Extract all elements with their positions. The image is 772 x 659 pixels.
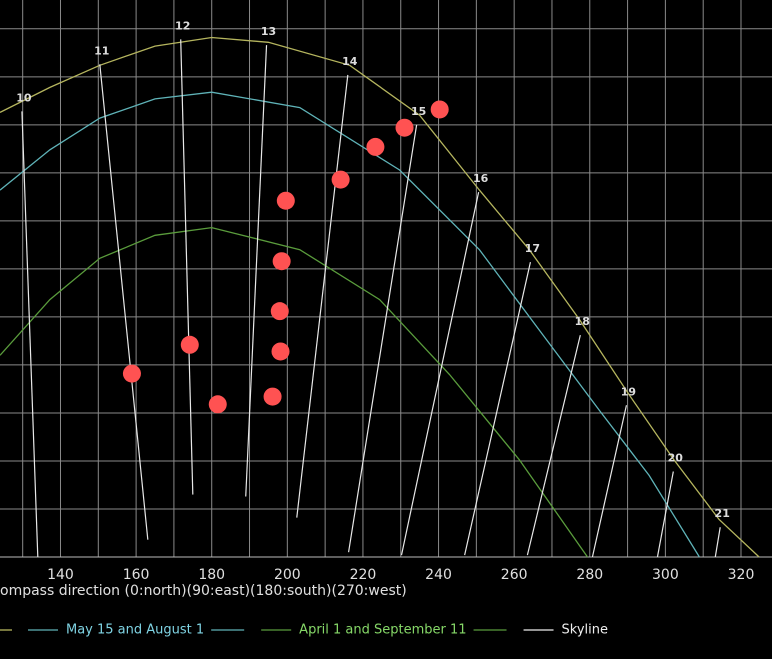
skyline-point xyxy=(366,137,385,156)
legend-label: Skyline xyxy=(562,623,608,638)
hour-line xyxy=(180,39,194,495)
x-tick-label: 260 xyxy=(501,567,528,583)
x-tick-label: 240 xyxy=(425,567,452,583)
hour-label: 13 xyxy=(261,25,276,38)
hour-label: 20 xyxy=(668,452,684,465)
hour-label: 15 xyxy=(411,105,426,118)
hour-line xyxy=(296,74,349,518)
x-tick-label: 300 xyxy=(652,567,679,583)
x-tick-label: 160 xyxy=(123,567,150,583)
x-tick-label: 320 xyxy=(728,567,755,583)
hour-line xyxy=(591,405,628,558)
skyline-point xyxy=(271,342,290,361)
sun-path-line xyxy=(0,36,760,558)
x-tick-label: 180 xyxy=(198,567,225,583)
sun-path-line xyxy=(0,226,589,558)
x-tick-label: 200 xyxy=(274,567,301,583)
skyline-point xyxy=(208,395,227,414)
skyline-point xyxy=(122,364,141,383)
x-tick-label: 280 xyxy=(576,567,603,583)
x-tick-label: 140 xyxy=(47,567,74,583)
x-tick-label: 220 xyxy=(350,567,377,583)
hour-label: 14 xyxy=(342,55,358,68)
hour-line xyxy=(245,45,268,497)
hour-line xyxy=(714,527,721,558)
skyline-point xyxy=(180,335,199,354)
hour-line xyxy=(99,64,149,540)
hour-line xyxy=(347,124,418,553)
hour-label: 12 xyxy=(175,19,190,32)
skyline-point xyxy=(430,100,449,119)
legend-label: May 15 and August 1 xyxy=(66,623,204,638)
skyline-point xyxy=(272,252,291,271)
hour-label: 11 xyxy=(94,44,109,57)
hour-label: 21 xyxy=(715,507,730,520)
hour-label: 17 xyxy=(525,242,540,255)
hour-label: 10 xyxy=(16,91,32,104)
hour-label: 16 xyxy=(473,172,489,185)
hour-label: 19 xyxy=(621,385,636,398)
hour-line xyxy=(656,471,674,558)
hour-line xyxy=(400,191,480,556)
skyline-point xyxy=(331,170,350,189)
x-axis-label: ompass direction (0:north)(90:east)(180:… xyxy=(0,583,407,599)
skyline-point xyxy=(263,387,282,406)
skyline-point xyxy=(395,118,414,137)
sun-path-line xyxy=(0,91,700,558)
hour-label: 18 xyxy=(575,315,590,328)
legend-label: April 1 and September 11 xyxy=(299,623,466,638)
skyline-point xyxy=(276,191,295,210)
hour-line xyxy=(464,262,532,556)
skyline-point xyxy=(270,302,289,321)
hour-line xyxy=(21,111,39,558)
hour-line xyxy=(526,335,581,556)
